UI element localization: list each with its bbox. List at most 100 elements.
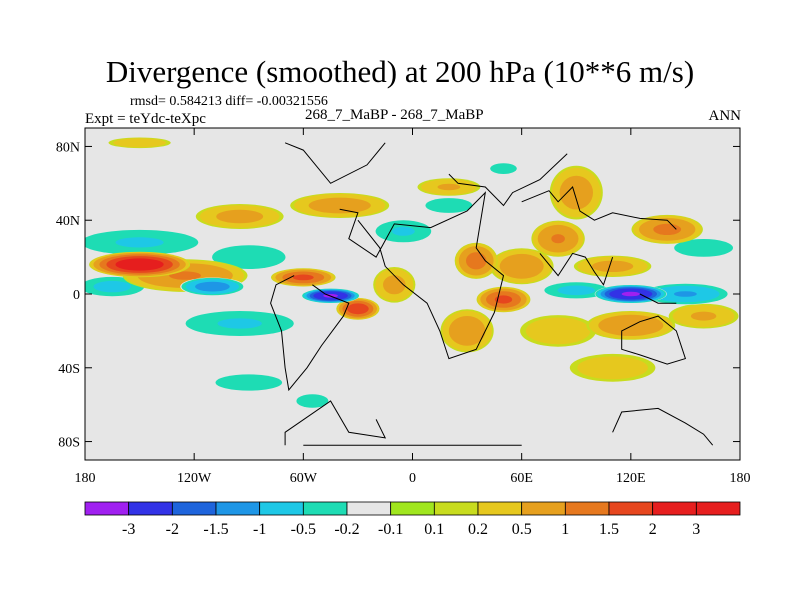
field-feature (669, 237, 739, 259)
coastlines (270, 142, 714, 446)
colorbar-label: 0.5 (512, 521, 532, 538)
colorbar-box (171, 501, 217, 516)
contour-level (653, 223, 682, 235)
contour-level (425, 198, 473, 213)
contour-level (296, 394, 329, 408)
contour-level (115, 258, 164, 271)
y-tick-label: 80N (56, 140, 80, 155)
field-feature (108, 137, 171, 149)
colorbar-box (521, 501, 566, 516)
field-feature (489, 248, 554, 285)
field-feature (373, 267, 416, 303)
season-label: ANN (708, 108, 742, 124)
colorbar-label: -1 (253, 521, 266, 538)
contour-level (195, 281, 230, 292)
x-tick-label: 180 (75, 471, 96, 486)
contour-level (591, 260, 634, 272)
colorbar-box (259, 501, 304, 516)
field-feature (421, 196, 477, 215)
coastline (284, 400, 387, 446)
field-feature (336, 297, 380, 320)
colorbar-label: -2 (166, 521, 179, 538)
axes: 180 120W 60W 0 60E 120E 180 80N 40N 0 40S 80S (56, 128, 751, 486)
colorbar-label: -0.1 (378, 521, 403, 538)
field-feature (417, 178, 481, 196)
contour-level (674, 239, 733, 257)
colorbar-label: 2 (649, 521, 657, 538)
field-feature (180, 277, 245, 296)
coastline (284, 142, 386, 184)
y-tick-label: 40S (58, 362, 80, 377)
x-tick-label: 120E (616, 471, 646, 486)
colorbar-box (433, 501, 479, 516)
contour-level (494, 295, 513, 304)
colorbar-box (128, 501, 173, 516)
y-tick-label: 40N (56, 214, 80, 229)
contour-level (93, 280, 132, 293)
coastline (639, 293, 677, 304)
contour-level (448, 316, 486, 346)
field-feature (195, 204, 284, 229)
colorbar-label: 1.5 (599, 521, 619, 538)
field-feature (290, 193, 390, 218)
contour-level (525, 317, 591, 345)
x-tick-label: 60E (510, 471, 533, 486)
field-feature (292, 392, 333, 410)
experiment-label: Expt = teYdc-teXpc (85, 111, 206, 127)
colorbar-box (84, 501, 130, 516)
contour-level (115, 237, 164, 248)
colorbar-label: -3 (122, 521, 135, 538)
contour-level (212, 245, 286, 269)
contour-level (216, 209, 264, 224)
contour-level (499, 253, 544, 279)
rmsd-diff-stats: rmsd= 0.584213 diff= -0.00321556 (130, 94, 328, 109)
contour-level (437, 183, 461, 191)
colorbar-label: 3 (692, 521, 700, 538)
contour-level (217, 318, 262, 329)
colorbar-box (215, 501, 261, 516)
contour-level (113, 138, 166, 148)
colorbar-label: 0.2 (468, 521, 488, 538)
field-feature (549, 165, 603, 220)
field-feature (573, 255, 652, 277)
colorbar-box (695, 501, 741, 516)
plot-area (84, 127, 741, 461)
field-feature (271, 268, 336, 287)
contour-level (577, 356, 648, 380)
y-tick-label: 80S (58, 436, 80, 451)
field-feature (89, 251, 191, 278)
contour-level (621, 291, 640, 297)
field-feature (520, 315, 597, 347)
field-feature (569, 353, 656, 382)
colorbar-label: -0.2 (334, 521, 359, 538)
x-tick-label: 0 (409, 471, 416, 486)
coastline (621, 315, 687, 365)
coastline (521, 186, 677, 230)
contour-level (169, 271, 202, 280)
chart-title: Divergence (smoothed) at 200 hPa (10**6 … (105, 54, 695, 89)
x-tick-label: 60W (290, 471, 318, 486)
contour-level (598, 314, 664, 336)
colorbar-box (652, 501, 697, 516)
contour-level (392, 226, 415, 236)
colorbar-label: -1.5 (203, 521, 228, 538)
colorbar-box (302, 501, 348, 516)
field-feature (486, 161, 521, 176)
field-feature (476, 286, 531, 313)
colorbar-box (346, 501, 392, 516)
contour-level (383, 275, 406, 295)
contour-level (551, 234, 565, 244)
case-label: 268_7_MaBP - 268_7_MaBP (305, 107, 484, 123)
coastline (270, 275, 350, 392)
colorbar-box (390, 501, 435, 516)
colorbar-label: 0.1 (424, 521, 444, 538)
field-feature (631, 214, 703, 244)
contour-level (308, 197, 371, 214)
field-feature (668, 303, 739, 329)
field-feature (594, 284, 667, 304)
colorbar-label: 1 (561, 521, 569, 538)
contour-field (85, 137, 739, 410)
contour-level (690, 311, 717, 321)
contour-level (557, 285, 596, 296)
x-tick-label: 180 (730, 471, 751, 486)
